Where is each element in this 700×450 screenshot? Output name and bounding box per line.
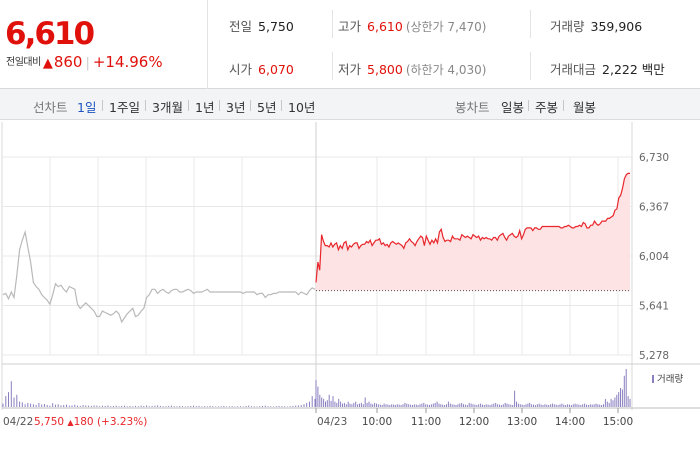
price-change: 전일대비 ▲860 | +14.96% [6,53,163,71]
candle-monthly-button[interactable]: 월봉 [573,100,597,115]
volume-layer [2,369,631,407]
axis-layer: 6,730 6,367 6,004 5,641 5,278 거래량 04/22 5,750 ▲… [3,152,683,428]
prev-day-change: 180 [74,416,97,428]
stat-value: 5,750 [258,19,294,34]
change-value: 860 [53,53,83,71]
candle-daily-button[interactable]: 일봉 [501,100,525,115]
volume-legend-swatch [652,375,654,383]
stat-label: 거래대금 [550,62,597,77]
candle-weekly-button[interactable]: 주봉 [535,100,559,115]
intraday-price-chart: 6,730 6,367 6,004 5,641 5,278 거래량 04/22 5,750 ▲… [1,122,700,428]
change-label: 전일대비 [6,57,41,68]
today-date-label: 04/23 [317,416,347,428]
today-price-area [316,173,630,291]
stat-amount: 거래대금 2,222 백만 [550,59,665,78]
separator [563,100,564,111]
divider [332,52,333,80]
stat-label: 거래량 [550,19,585,34]
x-tick-label: 13:00 [507,416,537,428]
x-tick-label: 14:00 [555,416,585,428]
separator [219,100,220,111]
period-10y-button[interactable]: 10년 [288,100,316,115]
period-1d-button[interactable]: 1일 [77,100,97,115]
y-tick-label: 6,730 [639,152,669,164]
stat-low: 저가 5,800 (하한가 4,030) [338,59,486,78]
y-tick-label: 5,641 [639,301,669,313]
stat-high: 고가 6,610 (상한가 7,470) [338,16,486,35]
x-tick-label: 11:00 [411,416,441,428]
stat-volume: 거래량 359,906 [550,16,642,35]
period-3y-button[interactable]: 3년 [226,100,246,115]
y-tick-label: 6,367 [639,202,669,214]
stat-limit: (상한가 7,470) [405,20,487,34]
separator [102,100,103,111]
period-5y-button[interactable]: 5년 [257,100,277,115]
prev-day-change-rate: (+3.23%) [97,416,147,428]
volume-legend-label: 거래량 [657,373,683,385]
stat-limit: (하한가 4,030) [405,63,487,77]
change-separator: | [85,56,90,71]
up-triangle-icon: ▲ [67,418,74,427]
divider [530,52,531,80]
separator [528,100,529,111]
stat-label: 전일 [229,19,253,34]
x-tick-label: 10:00 [362,416,392,428]
price-layer [2,172,630,324]
prev-date-label: 04/22 [3,416,33,428]
stat-value: 6,610 [367,19,403,34]
stat-value: 5,800 [367,62,403,77]
period-1w-button[interactable]: 1주일 [109,100,140,115]
x-tick-label: 12:00 [459,416,489,428]
separator [145,100,146,111]
up-triangle-icon: ▲ [42,56,53,71]
today-price-line [315,172,630,283]
stat-label: 시가 [229,62,253,77]
prev-day-summary: 5,750 ▲180 (+3.23%) [34,416,147,428]
stat-value: 6,070 [258,62,294,77]
current-price: 6,610 [5,16,95,52]
quote-summary: 6,610 전일대비 ▲860 | +14.96% 전일 5,750 고가 6,610 (상… [0,0,700,89]
prev-day-price-line [2,229,316,324]
stat-open: 시가 6,070 [229,59,294,78]
y-tick-label: 5,278 [639,350,669,362]
period-1y-button[interactable]: 1년 [195,100,215,115]
prev-day-close: 5,750 [34,416,67,428]
x-tick-label: 15:00 [603,416,633,428]
stat-value: 359,906 [590,19,643,34]
current-price-box: 6,610 전일대비 ▲860 | +14.96% [0,0,208,89]
line-chart-label: 선차트 [33,100,68,115]
separator [188,100,189,111]
stat-prev-close: 전일 5,750 [229,16,294,35]
stat-label: 저가 [338,62,362,77]
divider [332,10,333,38]
candle-chart-label: 봉차트 [455,100,490,115]
y-tick-label: 6,004 [639,251,669,263]
stat-label: 고가 [338,19,362,34]
separator [250,100,251,111]
change-rate: +14.96% [92,53,163,71]
divider [530,10,531,38]
chart-period-toolbar: 선차트 1일 1주일 3개월 1년 3년 5년 10년 봉차트 일봉 주봉 월봉 [0,89,700,120]
period-3m-button[interactable]: 3개월 [152,100,183,115]
stat-value: 2,222 백만 [602,62,665,77]
separator [281,100,282,111]
